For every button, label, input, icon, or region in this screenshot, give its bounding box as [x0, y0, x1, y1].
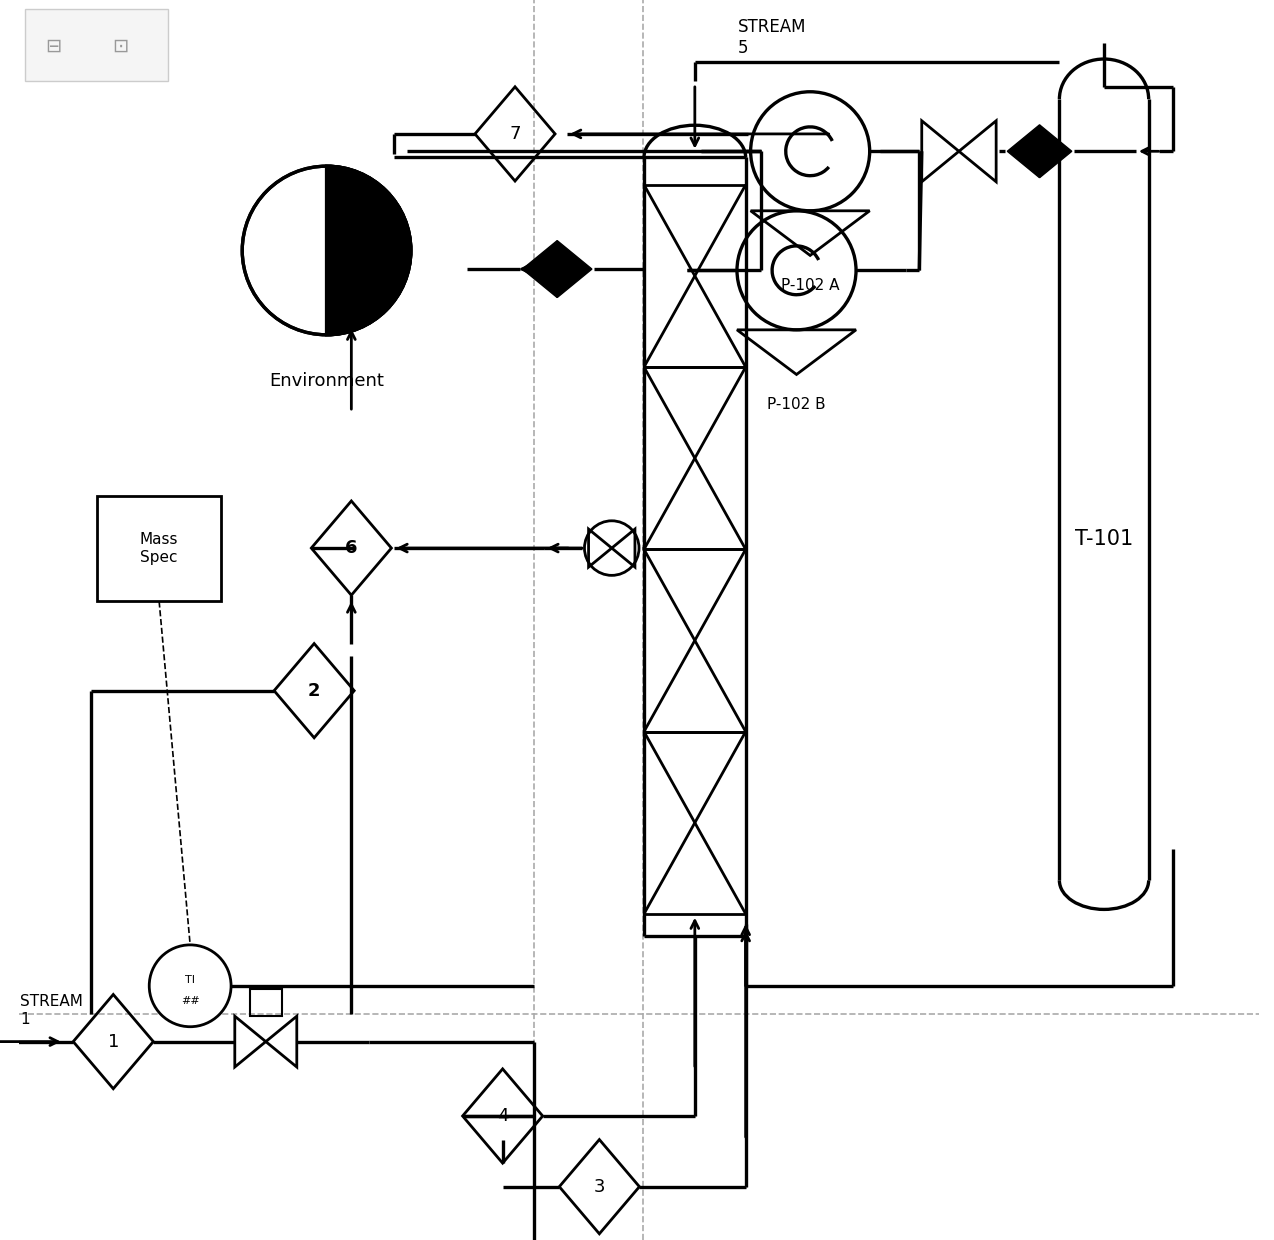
Text: ⊟: ⊟ — [46, 36, 62, 56]
Text: 3: 3 — [594, 1178, 605, 1195]
Text: Environment: Environment — [269, 372, 383, 391]
Wedge shape — [326, 166, 412, 335]
Text: 1: 1 — [107, 1033, 118, 1050]
Circle shape — [242, 166, 412, 335]
Text: Mass
Spec: Mass Spec — [140, 532, 178, 565]
Polygon shape — [522, 241, 557, 298]
Text: 7: 7 — [510, 125, 521, 143]
Polygon shape — [557, 241, 592, 298]
Circle shape — [585, 521, 640, 575]
Text: P-102 B: P-102 B — [767, 397, 826, 412]
Text: T-101: T-101 — [1075, 529, 1133, 549]
Text: STREAM
5: STREAM 5 — [738, 17, 806, 57]
Text: 6: 6 — [345, 539, 358, 557]
Circle shape — [149, 945, 231, 1027]
Bar — [25, 9, 168, 81]
Text: ##: ## — [181, 996, 200, 1006]
Text: 4: 4 — [497, 1107, 508, 1125]
Polygon shape — [1040, 125, 1071, 177]
Text: 2: 2 — [308, 682, 320, 699]
Text: STREAM
1: STREAM 1 — [20, 994, 83, 1027]
Bar — [250, 990, 282, 1017]
Text: TI: TI — [185, 975, 195, 985]
Text: P-102 A: P-102 A — [781, 278, 840, 293]
Polygon shape — [1008, 125, 1040, 177]
Bar — [97, 496, 222, 601]
Text: ⊡: ⊡ — [112, 36, 129, 56]
